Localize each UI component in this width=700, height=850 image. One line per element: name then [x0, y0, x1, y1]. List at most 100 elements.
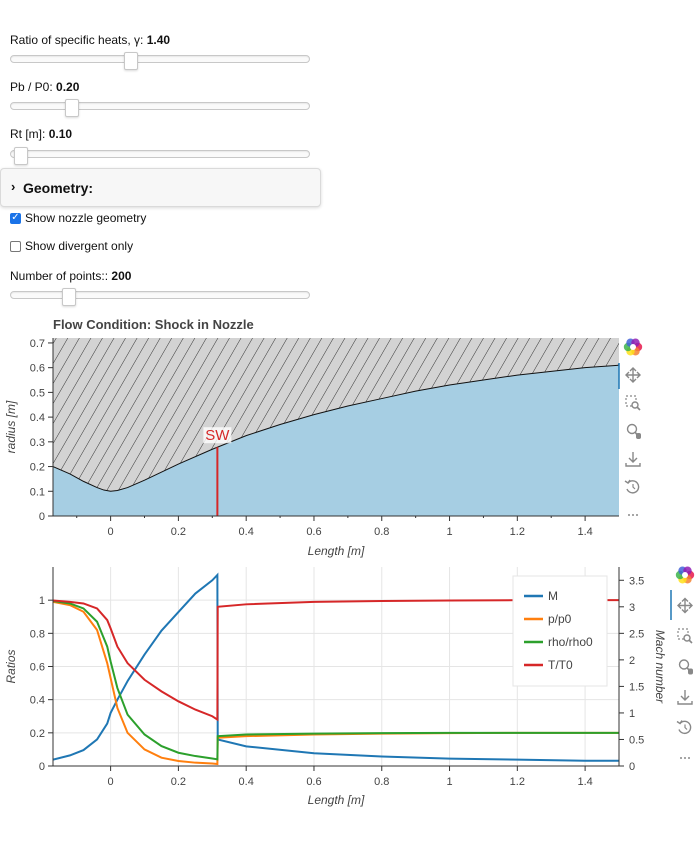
gamma-slider-label: Ratio of specific heats, γ: 1.40 — [10, 33, 170, 47]
plot-area — [53, 338, 619, 516]
x-tick-label: 1.2 — [510, 776, 525, 788]
reset-icon[interactable] — [676, 720, 692, 735]
save-icon[interactable] — [677, 690, 693, 705]
show-divergent-checkbox[interactable] — [10, 240, 21, 252]
y2-tick-label: 2 — [629, 655, 635, 667]
pb-label-text: Pb / P0: — [10, 80, 53, 94]
npoints-slider[interactable] — [10, 288, 310, 306]
legend-label: p/p0 — [548, 612, 572, 626]
more-icon[interactable] — [680, 757, 690, 759]
pb-slider-label: Pb / P0: 0.20 — [10, 80, 79, 94]
rt-slider[interactable] — [10, 147, 310, 165]
y2-axis-label: Mach number — [653, 630, 667, 704]
chart-toolbar — [670, 566, 695, 759]
y-tick-label: 0.6 — [30, 662, 45, 674]
show-divergent-row[interactable]: Show divergent only — [10, 239, 133, 253]
gamma-slider-handle[interactable] — [124, 52, 139, 70]
y2-tick-label: 1.5 — [629, 681, 644, 693]
shock-label-bg — [203, 427, 232, 444]
y2-tick-label: 3.5 — [629, 575, 644, 587]
chart-toolbar — [618, 338, 643, 516]
legend-label: M — [548, 589, 558, 603]
y-tick-label: 0.1 — [30, 486, 45, 498]
x-tick-label: 0.4 — [239, 526, 254, 538]
y-tick-label: 0.7 — [30, 338, 45, 350]
y2-tick-label: 2.5 — [629, 628, 644, 640]
npoints-label-text: Number of points:: — [10, 269, 109, 283]
geometry-panel-title: Geometry: — [23, 180, 94, 196]
bokeh-logo-icon[interactable] — [623, 338, 643, 356]
npoints-slider-handle[interactable] — [61, 288, 76, 306]
series-line-T/T0 — [53, 599, 619, 722]
show-geometry-row[interactable]: ✓ Show nozzle geometry — [10, 211, 146, 225]
more-icon[interactable] — [628, 514, 638, 516]
show-divergent-label: Show divergent only — [25, 239, 134, 253]
rt-value: 0.10 — [48, 127, 73, 141]
show-geometry-checkbox[interactable]: ✓ — [10, 212, 21, 224]
y-axis-label: Ratios — [4, 649, 18, 683]
x-tick-label: 1 — [446, 526, 452, 538]
box-zoom-icon[interactable] — [677, 628, 693, 644]
y-tick-label: 0.2 — [30, 462, 45, 474]
gamma-value: 1.40 — [146, 33, 171, 47]
x-axis-label: Length [m] — [308, 544, 365, 558]
wheel-zoom-icon[interactable] — [626, 423, 642, 440]
legend-label: T/T0 — [548, 658, 573, 672]
geometry-panel-toggle[interactable]: › Geometry: — [0, 168, 321, 207]
x-tick-label: 0 — [108, 776, 114, 788]
chevron-right-icon: › — [11, 179, 16, 194]
y-tick-label: 0.6 — [30, 363, 45, 375]
box-zoom-icon[interactable] — [625, 395, 641, 411]
x-tick-label: 0.6 — [306, 776, 321, 788]
y-tick-label: 0.3 — [30, 437, 45, 449]
flow-area — [53, 365, 619, 516]
y-axis-label: radius [m] — [4, 400, 18, 453]
y2-tick-label: 3 — [629, 602, 635, 614]
show-geometry-label: Show nozzle geometry — [25, 211, 147, 225]
y-tick-label: 0.5 — [30, 387, 45, 399]
gamma-slider[interactable] — [10, 52, 310, 70]
x-tick-label: 1 — [446, 776, 452, 788]
rt-label-text: Rt [m]: — [10, 127, 46, 141]
y-tick-label: 0.2 — [30, 728, 45, 740]
bokeh-logo-icon[interactable] — [675, 566, 695, 584]
wheel-zoom-icon[interactable] — [678, 659, 694, 675]
rt-slider-label: Rt [m]: 0.10 — [10, 127, 72, 141]
pan-icon[interactable] — [677, 597, 693, 614]
x-tick-label: 1.4 — [577, 526, 592, 538]
x-tick-label: 0.8 — [374, 526, 389, 538]
legend-box — [512, 575, 608, 687]
npoints-value: 200 — [111, 269, 132, 283]
nozzle-geometry-chart[interactable]: Flow Condition: Shock in Nozzle SW 0 0.1 0.2… — [0, 315, 700, 560]
pb-slider[interactable] — [10, 99, 310, 117]
x-tick-label: 0.4 — [239, 776, 254, 788]
legend: Mp/p0 rho/rho0 T/T0 — [512, 575, 608, 687]
x-tick-label: 1.4 — [577, 776, 592, 788]
shock-label: SW — [205, 427, 230, 444]
pb-slider-handle[interactable] — [64, 99, 79, 117]
npoints-slider-label: Number of points:: 200 — [10, 269, 131, 283]
y2-tick-label: 1 — [629, 708, 635, 720]
rt-slider-handle[interactable] — [13, 147, 28, 165]
x-tick-label: 0 — [108, 526, 114, 538]
chart-title: Flow Condition: Shock in Nozzle — [53, 317, 254, 332]
x-tick-label: 0.2 — [171, 526, 186, 538]
save-icon[interactable] — [625, 452, 641, 467]
flow-ratios-chart[interactable]: 0 0.2 0.4 0.6 0.8 1 0 0.5 1 1.5 2 2.5 3 3.5 0 0.2 0.4 0.6… — [0, 560, 700, 810]
x-tick-label: 1.2 — [510, 526, 525, 538]
reset-icon[interactable] — [624, 479, 640, 494]
nozzle-wall-line — [53, 364, 619, 492]
x-tick-label: 0.2 — [171, 776, 186, 788]
series-line-rho/rho0 — [53, 600, 619, 761]
plot-area — [53, 572, 619, 766]
legend-label: rho/rho0 — [548, 635, 593, 649]
pan-icon[interactable] — [625, 367, 641, 383]
y-tick-label: 0 — [39, 511, 45, 523]
y-tick-label: 0.4 — [30, 412, 45, 424]
gamma-label-text: Ratio of specific heats, γ: — [10, 33, 144, 47]
y-tick-label: 1 — [39, 595, 45, 607]
series-line-M — [53, 572, 619, 762]
y2-tick-label: 0 — [629, 761, 635, 773]
x-axis-label: Length [m] — [308, 793, 365, 807]
y2-tick-label: 0.5 — [629, 734, 644, 746]
